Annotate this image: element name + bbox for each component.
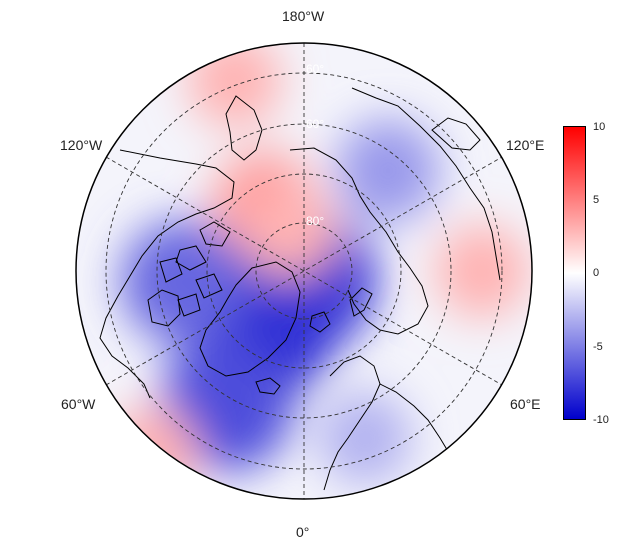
latitude-label-60-outer: 60° — [306, 62, 325, 76]
latitude-circle-70 — [206, 173, 402, 369]
colorbar-tick-minus-10: -10 — [593, 414, 609, 426]
colorbar — [563, 126, 586, 420]
longitude-label-lower-left: 60°W — [61, 396, 96, 412]
meridian-120w-60e — [105, 156, 503, 386]
meridian-60w-120e — [105, 156, 503, 386]
greenland-coastline — [199, 261, 301, 377]
longitude-label-upper-left: 120°W — [60, 137, 103, 153]
map-boundary — [75, 42, 533, 500]
latitude-circle-80 — [255, 222, 353, 320]
anomaly-positive-central-asia — [435, 224, 529, 318]
novaya-zemlya-coastline — [349, 287, 373, 317]
colorbar-tick-minus-5: -5 — [593, 341, 603, 353]
graticule — [105, 43, 503, 499]
north-america-coastline — [99, 149, 235, 399]
coastline-layer — [99, 87, 501, 497]
siberia-coastline — [289, 147, 429, 335]
anomaly-negative-europe — [317, 391, 412, 486]
latitude-label-80: 80° — [306, 214, 325, 228]
colorbar-tick-10: 10 — [593, 121, 606, 133]
scandinavia-coastline — [323, 355, 381, 491]
svalbard-coastline — [309, 311, 331, 333]
alaska-coastline — [225, 95, 263, 161]
colorbar-tick-0: 0 — [593, 267, 600, 279]
east-siberia-coastline — [351, 87, 501, 281]
canadian-archipelago-coastline — [159, 221, 231, 317]
colorbar-tick-5: 5 — [593, 194, 600, 206]
longitude-label-upper-right: 120°E — [506, 137, 545, 153]
anomaly-positive-atlantic-south — [103, 406, 198, 499]
hudson-bay-coastline — [147, 289, 181, 327]
anomaly-negative-canada — [120, 219, 245, 344]
anomaly-field-layer — [76, 43, 532, 499]
anomaly-positive-beaufort — [242, 183, 337, 278]
latitude-label-60-inner: 60° — [306, 117, 325, 131]
longitude-label-top: 180°W — [282, 8, 325, 24]
iceland-coastline — [255, 377, 281, 395]
anomaly-positive-north-pacific — [187, 43, 282, 128]
longitude-label-bottom: 0° — [296, 524, 310, 540]
longitude-label-lower-right: 60°E — [510, 396, 541, 412]
anomaly-negative-siberia — [336, 118, 441, 223]
latitude-circle-60 — [156, 123, 452, 419]
kamchatka-coastline — [431, 117, 481, 151]
